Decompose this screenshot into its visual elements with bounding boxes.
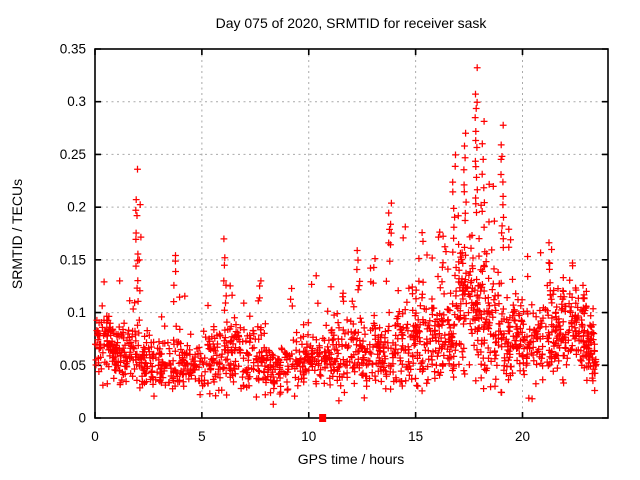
y-tick-label: 0.35 [60,42,86,57]
grid-lines [95,49,608,418]
x-axis-label: GPS time / hours [298,451,405,467]
y-tick-label: 0.3 [67,94,86,109]
scatter-points-plus-markers [92,64,600,408]
chart-title: Day 075 of 2020, SRMTID for receiver sas… [216,15,488,31]
x-tick-label: 5 [198,429,206,444]
y-tick-label: 0 [78,411,86,426]
y-axis-label: SRMTID / TECUs [9,179,25,289]
x-tick-label: 10 [301,429,316,444]
y-tick-label: 0.25 [60,147,86,162]
x-tick-label: 0 [91,429,99,444]
data-points [92,64,600,422]
axes-frame [94,48,609,419]
y-tick-label: 0.2 [67,200,86,215]
x-tick-label: 20 [515,429,530,444]
y-tick-label: 0.1 [67,305,86,320]
tick-labels: 0 5 10 15 20 0 0.05 0.1 0.15 0.2 0.25 0.3 0.35 [60,42,530,445]
y-tick-label: 0.05 [60,358,86,373]
square-marker-point [319,414,327,422]
y-tick-label: 0.15 [60,252,86,267]
x-tick-label: 15 [408,429,423,444]
